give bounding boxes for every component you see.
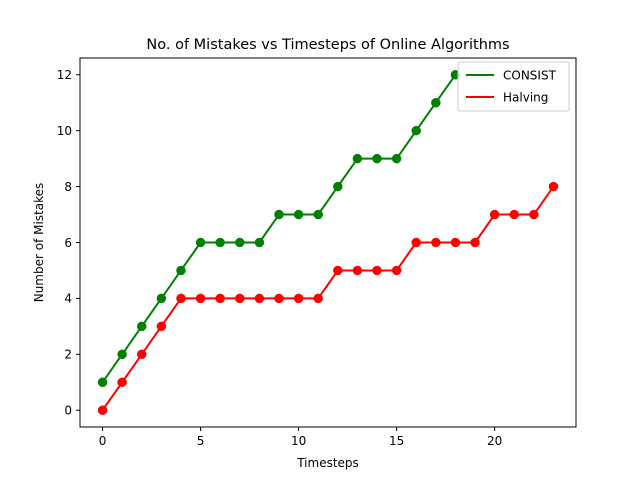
data-point-halving-8 bbox=[254, 293, 265, 304]
y-axis: 0 2 4 6 8 10 12 bbox=[57, 68, 80, 418]
data-point-consist-2 bbox=[137, 321, 147, 332]
x-tick-label-4: 20 bbox=[487, 434, 502, 448]
x-tick-label-1: 5 bbox=[197, 434, 205, 448]
data-point-consist-12 bbox=[333, 181, 343, 192]
data-point-consist-1 bbox=[117, 349, 127, 360]
data-point-halving-11 bbox=[313, 293, 323, 304]
legend: CONSIST Halving bbox=[457, 61, 570, 112]
data-point-consist-9 bbox=[274, 209, 284, 220]
data-point-consist-4 bbox=[176, 265, 186, 276]
data-point-halving-12 bbox=[333, 265, 343, 276]
data-point-halving-2 bbox=[137, 349, 147, 360]
data-point-halving-16 bbox=[411, 237, 421, 248]
data-point-halving-19 bbox=[470, 237, 480, 248]
y-tick-label-0: 0 bbox=[64, 404, 72, 418]
data-point-halving-14 bbox=[372, 265, 382, 276]
data-point-consist-16 bbox=[411, 125, 421, 136]
series-halving bbox=[97, 181, 559, 415]
legend-label-consist: CONSIST bbox=[503, 69, 557, 83]
data-point-halving-18 bbox=[450, 237, 461, 248]
data-point-consist-3 bbox=[156, 293, 167, 304]
data-point-consist-15 bbox=[391, 153, 402, 164]
data-point-consist-7 bbox=[235, 237, 245, 248]
data-point-halving-22 bbox=[529, 209, 539, 220]
y-tick-label-4: 8 bbox=[64, 180, 72, 194]
data-point-halving-7 bbox=[235, 293, 245, 304]
data-point-halving-13 bbox=[352, 265, 363, 276]
chart-title: No. of Mistakes vs Timesteps of Online A… bbox=[146, 37, 509, 53]
data-point-halving-6 bbox=[215, 293, 225, 304]
data-point-consist-6 bbox=[215, 237, 225, 248]
y-tick-label-1: 2 bbox=[64, 348, 72, 362]
x-axis: 0 5 10 15 20 bbox=[99, 427, 502, 448]
data-point-halving-0 bbox=[97, 405, 108, 415]
data-point-halving-5 bbox=[195, 293, 206, 304]
y-tick-label-2: 4 bbox=[64, 292, 72, 306]
data-point-halving-20 bbox=[489, 209, 500, 220]
series-consist bbox=[97, 70, 461, 388]
x-axis-title: Timesteps bbox=[296, 456, 359, 470]
data-point-consist-17 bbox=[431, 97, 441, 108]
data-point-halving-21 bbox=[509, 209, 519, 220]
x-tick-label-2: 10 bbox=[291, 434, 306, 448]
data-point-halving-10 bbox=[293, 293, 304, 304]
data-point-halving-23 bbox=[548, 181, 559, 192]
legend-label-halving: Halving bbox=[503, 91, 548, 105]
data-point-consist-11 bbox=[313, 209, 323, 220]
series-line-halving bbox=[101, 186, 555, 411]
series-layer bbox=[97, 70, 559, 415]
data-point-consist-10 bbox=[293, 209, 304, 220]
data-point-consist-14 bbox=[372, 153, 382, 164]
data-point-halving-15 bbox=[391, 265, 402, 276]
data-point-halving-3 bbox=[156, 321, 167, 332]
y-tick-label-5: 10 bbox=[57, 124, 72, 138]
data-point-consist-8 bbox=[254, 237, 265, 248]
data-point-halving-9 bbox=[274, 293, 284, 304]
y-tick-label-3: 6 bbox=[64, 236, 72, 250]
x-tick-label-3: 15 bbox=[389, 434, 404, 448]
y-tick-label-6: 12 bbox=[57, 68, 72, 82]
y-axis-title: Number of Mistakes bbox=[32, 183, 46, 303]
data-point-consist-13 bbox=[352, 153, 363, 164]
x-tick-label-0: 0 bbox=[99, 434, 107, 448]
data-point-consist-0 bbox=[97, 377, 108, 388]
data-point-halving-4 bbox=[176, 293, 186, 304]
data-point-consist-5 bbox=[195, 237, 206, 248]
data-point-halving-17 bbox=[431, 237, 441, 248]
data-point-halving-1 bbox=[117, 377, 127, 388]
